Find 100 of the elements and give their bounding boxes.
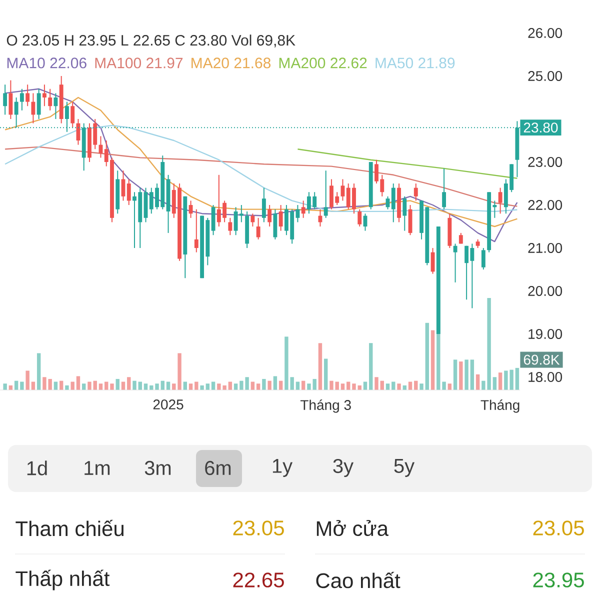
bar [453,360,458,390]
candlestick [126,178,131,206]
x-tick-label: Tháng [480,400,520,413]
candlestick [211,204,216,236]
candlestick [273,208,278,240]
text: Tham chiếu [16,520,124,536]
y-tick-label: 21.00 [528,243,562,253]
text: MA200 22.62 [279,58,367,68]
candlestick [31,92,36,124]
bar [498,372,502,390]
bar [324,358,328,390]
candlestick [54,92,58,120]
bar [200,385,204,390]
ref-line-label: 23.80 [524,122,558,133]
bar [132,380,136,390]
bar [397,384,401,390]
candlestick [188,200,193,218]
line-series [4,124,518,212]
line-series [297,148,518,179]
bar [155,384,159,390]
y-tick-label: 20.00 [528,286,562,296]
text: 5y [394,459,415,477]
bar [318,343,322,390]
candlestick [481,248,486,270]
series-label: MA10 22.06 [7,58,86,68]
bar [459,361,463,390]
candlestick [358,208,362,227]
candlestick [228,217,232,236]
bar [430,330,435,390]
candlestick [256,217,260,240]
bar [54,382,58,390]
candlestick [36,88,41,120]
bar [70,382,74,390]
bar [268,380,272,390]
bar [425,322,430,390]
text: 1d [27,460,47,476]
bar [65,385,69,390]
candlestick [70,101,75,128]
candlestick [42,84,46,107]
candlestick [268,204,272,227]
bar [470,360,474,390]
bar [374,377,378,390]
line-series [4,146,518,207]
candlestick [324,170,328,218]
candlestick [278,204,283,232]
bar [392,382,396,390]
bar [414,380,418,390]
bar [31,382,36,390]
y-tick-label: 26.00 [528,28,562,38]
bar [476,374,480,390]
bar [363,382,368,390]
candlestick [3,84,8,116]
bar [104,382,108,390]
candlestick [442,168,446,210]
bar [420,384,424,390]
candlestick [301,200,306,218]
bar [492,377,497,390]
candlestick [498,187,502,214]
text: 23.05 [233,520,284,536]
candlestick [402,196,407,232]
candlestick [194,208,198,253]
bar [352,384,356,390]
candlestick [26,84,30,107]
text: Mở cửa [316,520,389,536]
text: MA50 21.89 [376,58,455,68]
annotation: O 23.05 H 23.95 L 22.65 C 23.80 Vol 69,8K [6,34,296,48]
candlestick [8,80,13,120]
candlestick [250,213,255,227]
bar [369,343,373,390]
text: Cao nhất [316,572,400,588]
candlestick [340,178,345,202]
bar [116,378,120,390]
text: 1m [84,461,110,475]
candlestick [391,183,396,223]
bar [110,384,114,390]
bar [408,382,412,390]
text: 3y [333,458,354,478]
text: 23.95 [533,572,584,588]
candlestick [262,187,266,223]
bar [296,382,300,390]
x-tick-label: Tháng 3 [300,400,351,413]
bar [26,370,30,390]
text: 1y [272,459,293,477]
text: Thấp nhất [16,570,110,590]
line-series [4,88,518,242]
candlestick [20,88,24,111]
bar [127,377,131,390]
bar [194,382,198,390]
text: 3m [144,460,171,476]
y-tick-label: 25.00 [528,71,562,81]
bar [515,368,520,390]
candlestick [453,243,458,283]
bar [20,382,24,390]
bar [76,376,80,390]
bar [228,382,232,390]
x-tick-label: 2025 [153,400,184,410]
text: 23.05 [533,520,584,536]
y-tick-label: 22.00 [528,200,562,210]
text: MA20 21.68 [192,58,271,68]
candlestick [48,88,52,111]
